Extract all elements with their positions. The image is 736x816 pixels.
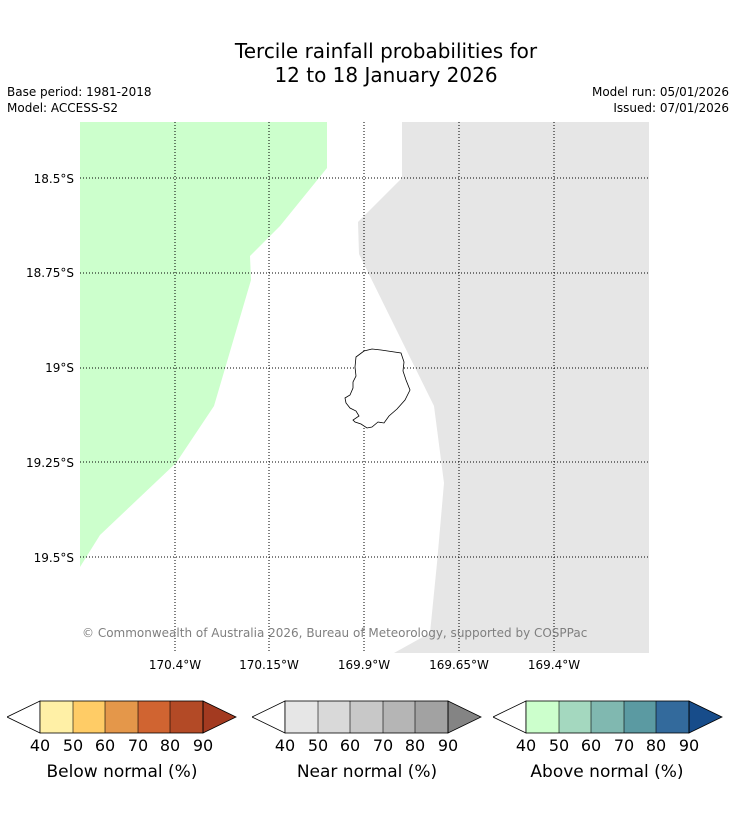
lat-label-18-75: 18.75°S: [26, 266, 74, 280]
above-colorbar-segment: [559, 701, 591, 733]
near-colorbar-segment: [285, 701, 318, 733]
below-tick-80: 80: [159, 736, 181, 755]
graticule: [80, 122, 649, 653]
above-colorbar-segment: [656, 701, 689, 733]
below-colorbar-segment: [73, 701, 105, 733]
lat-label-19-5: 19.5°S: [33, 551, 74, 565]
below-tick-40: 40: [29, 736, 51, 755]
above-tick-90: 90: [678, 736, 700, 755]
lon-label-169-4: 169.4°W: [527, 658, 581, 672]
below-colorbar-segment: [170, 701, 203, 733]
below-colorbar-min-arrow: [7, 700, 41, 734]
above-normal-colorbar: [493, 700, 723, 734]
near-tick-60: 60: [339, 736, 361, 755]
lat-label-19-25: 19.25°S: [26, 456, 74, 470]
near-colorbar-max-arrow: [447, 700, 482, 734]
below-colorbar-segment: [138, 701, 170, 733]
model-text: Model: ACCESS-S2: [7, 101, 119, 115]
near-tick-40: 40: [274, 736, 296, 755]
below-colorbar-segment: [40, 701, 73, 733]
lon-label-170-15: 170.15°W: [239, 658, 299, 672]
above-tick-40: 40: [515, 736, 537, 755]
map-title-line-1: Tercile rainfall probabilities for: [234, 39, 538, 63]
niue-island-outline: [344, 348, 411, 429]
model-run-text: Model run: 05/01/2026: [591, 85, 729, 99]
above-colorbar-segment: [526, 701, 559, 733]
near-colorbar-segment: [318, 701, 350, 733]
near-colorbar-segment: [350, 701, 383, 733]
near-tick-50: 50: [307, 736, 329, 755]
map-title-line-2: 12 to 18 January 2026: [274, 63, 498, 87]
above-tick-70: 70: [613, 736, 635, 755]
lat-label-19: 19°S: [45, 361, 74, 375]
copyright-text: © Commonwealth of Australia 2026, Bureau…: [82, 626, 588, 640]
near-normal-colorbar: [252, 700, 482, 734]
near-tick-90: 90: [437, 736, 459, 755]
below-tick-90: 90: [192, 736, 214, 755]
below-normal-label: Below normal (%): [46, 762, 198, 782]
near-tick-80: 80: [404, 736, 426, 755]
base-period-text: Base period: 1981-2018: [7, 85, 152, 99]
lat-label-18-5: 18.5°S: [33, 172, 74, 186]
below-tick-60: 60: [94, 736, 116, 755]
near-colorbar-segment: [383, 701, 415, 733]
above-normal-region: [80, 122, 327, 567]
above-colorbar-max-arrow: [688, 700, 723, 734]
issued-text: Issued: 07/01/2026: [613, 101, 729, 115]
lon-label-169-9: 169.9°W: [337, 658, 391, 672]
below-tick-50: 50: [62, 736, 84, 755]
near-tick-70: 70: [372, 736, 394, 755]
near-colorbar-min-arrow: [252, 700, 286, 734]
above-tick-80: 80: [645, 736, 667, 755]
above-normal-label: Above normal (%): [530, 762, 684, 782]
near-colorbar-segment: [415, 701, 448, 733]
below-normal-colorbar: [7, 700, 237, 734]
below-tick-70: 70: [127, 736, 149, 755]
above-tick-60: 60: [580, 736, 602, 755]
above-tick-50: 50: [548, 736, 570, 755]
near-normal-region: [358, 122, 649, 653]
above-colorbar-segment: [624, 701, 656, 733]
lon-label-170-4: 170.4°W: [148, 658, 202, 672]
rainfall-map: [80, 122, 649, 653]
below-colorbar-max-arrow: [202, 700, 237, 734]
below-colorbar-segment: [105, 701, 138, 733]
near-normal-label: Near normal (%): [296, 762, 438, 782]
above-colorbar-segment: [591, 701, 624, 733]
above-colorbar-min-arrow: [493, 700, 527, 734]
lon-label-169-65: 169.65°W: [429, 658, 489, 672]
